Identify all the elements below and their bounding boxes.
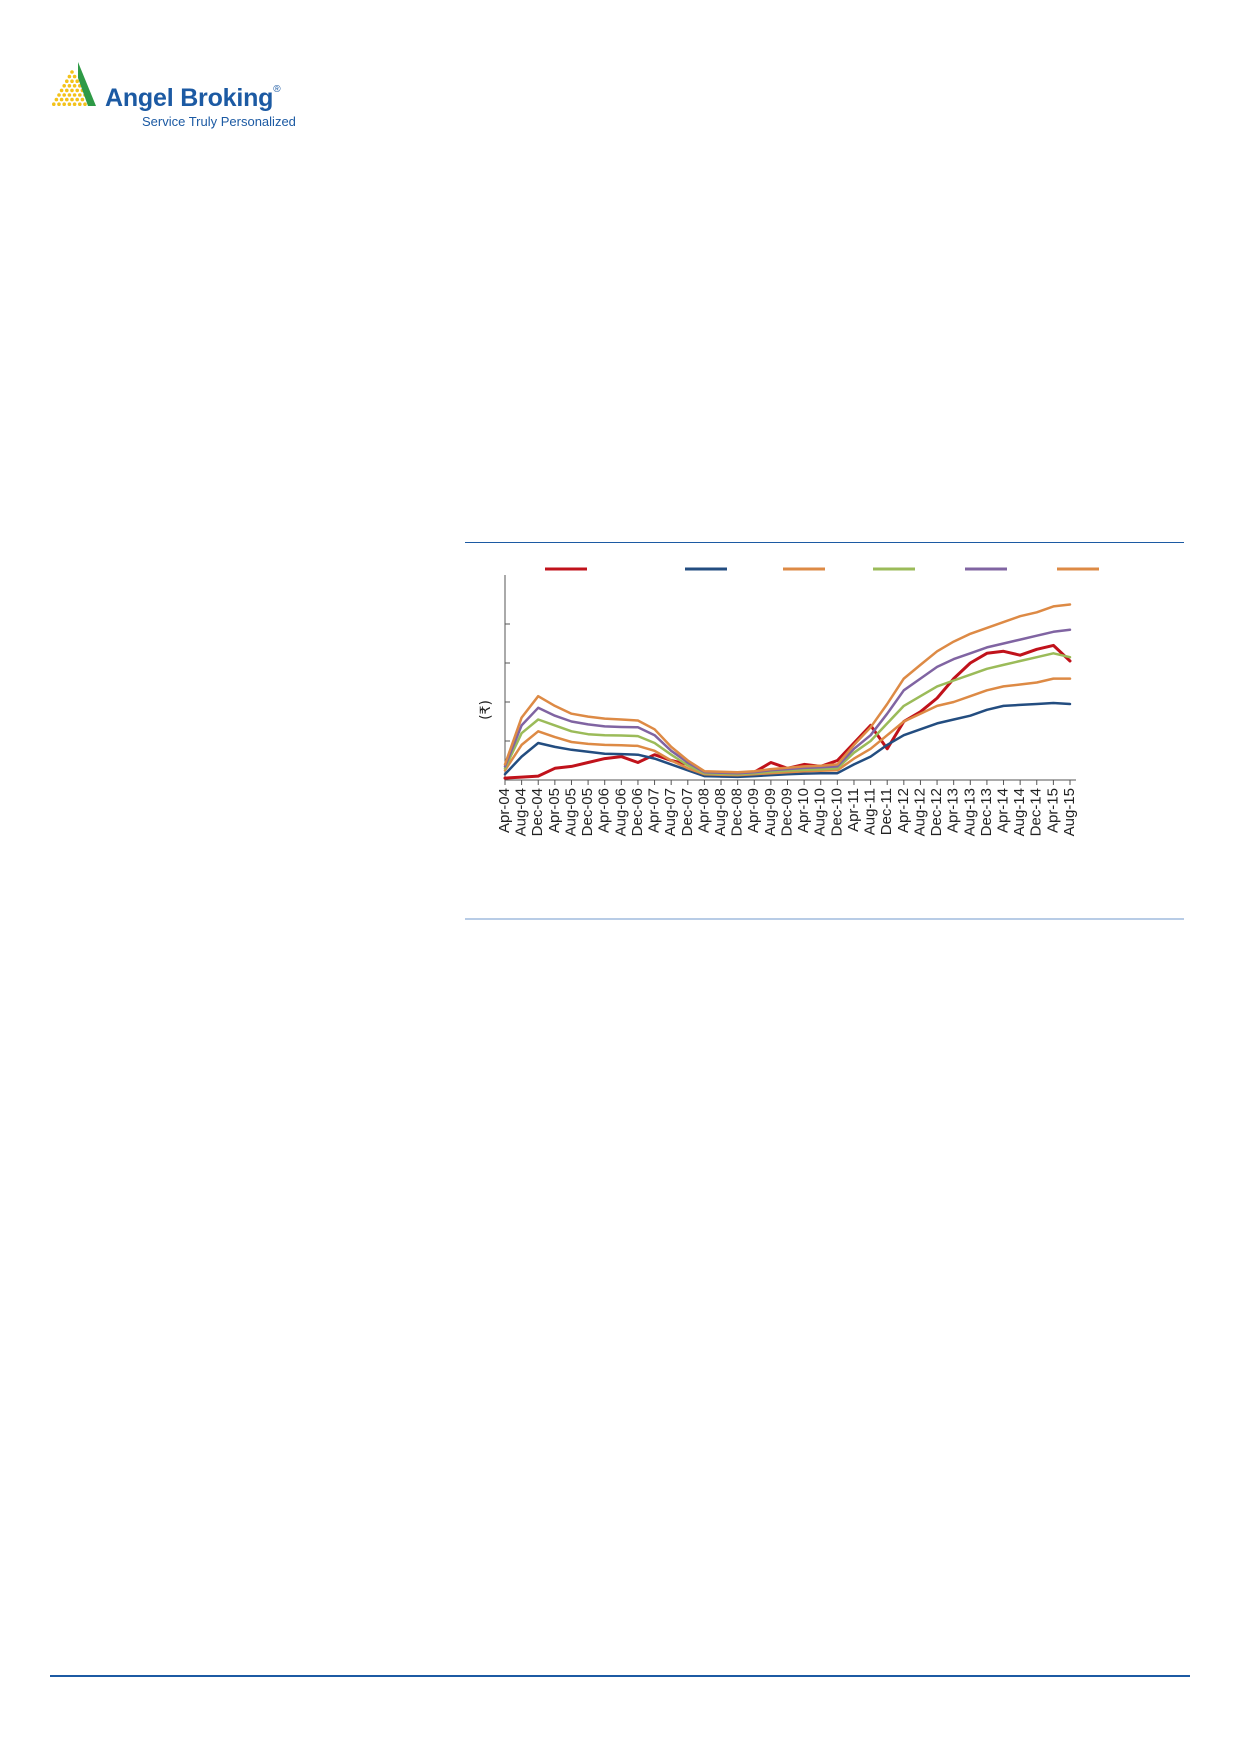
logo-dot [78, 102, 82, 106]
x-tick-label: Aug-08 [712, 788, 729, 836]
logo-dot [67, 102, 72, 106]
chart-bottom-rule [465, 918, 1184, 920]
logo-dot [57, 102, 61, 106]
logo-dot [75, 79, 79, 83]
logo-dot [57, 93, 61, 97]
logo-dot [67, 84, 72, 88]
x-tick-label: Dec-07 [679, 788, 696, 836]
x-tick-label: Apr-05 [546, 788, 563, 833]
x-tick-label: Aug-04 [513, 788, 530, 836]
x-tick-label: Aug-14 [1011, 788, 1028, 836]
x-tick-label: Apr-13 [945, 788, 962, 833]
logo-dot [54, 97, 59, 102]
chart-top-rule [465, 542, 1184, 543]
x-tick-label: Apr-08 [695, 788, 712, 833]
x-tick-label: Apr-04 [496, 788, 513, 833]
logo-dot [67, 74, 72, 79]
x-tick-label: Apr-11 [845, 788, 862, 832]
x-tick-label: Apr-09 [745, 788, 762, 833]
logo-dot [72, 74, 77, 79]
x-tick-label: Aug-13 [961, 788, 978, 836]
y-axis-label: (₹) [478, 700, 494, 720]
x-tick-label: Dec-14 [1028, 788, 1045, 836]
registered-mark: ® [273, 84, 281, 95]
x-axis-ticks: Apr-04 Aug-04 Dec-04 Apr-05 Aug-05 Dec-05 Apr-… [496, 780, 1078, 836]
logo-dot [65, 97, 69, 102]
brand-name: Angel Broking® [105, 84, 281, 112]
x-tick-label: Dec-04 [529, 788, 546, 836]
logo-dot [65, 79, 69, 83]
logo-dot [70, 70, 74, 74]
x-tick-label: Dec-06 [629, 788, 646, 836]
x-tick-label: Apr-10 [795, 788, 812, 833]
series-line-6 [503, 603, 1072, 774]
logo-dot [75, 97, 79, 102]
logo-dot [80, 97, 85, 102]
x-tick-label: Apr-15 [1044, 788, 1061, 833]
x-tick-label: Dec-12 [928, 788, 945, 836]
x-tick-label: Dec-09 [778, 788, 795, 836]
x-tick-label: Aug-05 [562, 788, 579, 836]
angel-broking-logo: Angel Broking® Service Truly Personalize… [50, 62, 310, 134]
logo-dot [70, 88, 74, 93]
series-line-3 [503, 677, 1072, 777]
x-tick-label: Aug-11 [862, 788, 879, 835]
logo-dot [72, 84, 77, 88]
x-tick-label: Dec-11 [878, 788, 895, 835]
angel-broking-logo-mark-icon [52, 62, 96, 106]
logo-dot [72, 102, 77, 106]
x-tick-label: Apr-12 [895, 788, 912, 833]
x-tick-label: Dec-10 [828, 788, 845, 836]
brand-tagline: Service Truly Personalized [142, 114, 296, 129]
series-line-2 [503, 701, 1072, 779]
logo-dot [72, 93, 77, 97]
x-tick-label: Apr-14 [994, 788, 1011, 833]
logo-dot [67, 93, 72, 97]
chart-axes [504, 575, 1076, 781]
logo-dot [78, 93, 82, 97]
x-tick-label: Aug-12 [911, 788, 928, 836]
logo-dot [70, 79, 74, 83]
x-tick-label: Dec-13 [978, 788, 995, 836]
x-tick-label: Aug-15 [1061, 788, 1078, 836]
logo-dot [62, 84, 66, 88]
logo-dot [75, 88, 79, 93]
series-line-5 [503, 628, 1072, 775]
x-tick-label: Apr-07 [646, 788, 663, 833]
x-tick-label: Apr-06 [596, 788, 613, 833]
series-line-1 [503, 643, 1072, 780]
logo-dot [62, 102, 66, 106]
x-tick-label: Aug-09 [762, 788, 779, 836]
logo-dot [52, 102, 56, 106]
series-line-4 [503, 652, 1072, 776]
chart-series [503, 603, 1072, 780]
x-tick-label: Aug-07 [662, 788, 679, 836]
logo-dot [59, 88, 64, 93]
line-chart: Apr-04 Aug-04 Dec-04 Apr-05 Aug-05 Dec-05 Apr-… [478, 567, 1099, 836]
logo-dot [65, 88, 69, 93]
x-tick-label: Dec-05 [579, 788, 596, 836]
x-tick-label: Dec-08 [729, 788, 746, 836]
logo-dot [83, 102, 87, 106]
logo-dot [62, 93, 66, 97]
x-tick-label: Aug-10 [812, 788, 829, 836]
footer-rule [50, 1675, 1190, 1677]
logo-dot [59, 97, 64, 102]
x-tick-label: Aug-06 [612, 788, 629, 836]
logo-dot [70, 97, 74, 102]
